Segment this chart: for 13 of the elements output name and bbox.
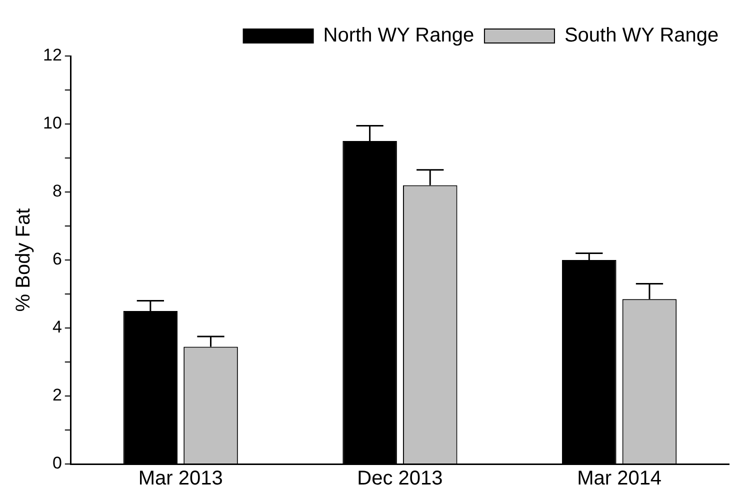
y-tick-label: 8 (52, 182, 62, 201)
y-tick-label: 10 (42, 114, 62, 133)
x-tick-label: Dec 2013 (357, 468, 443, 490)
y-tick-label: 6 (52, 250, 62, 269)
y-tick-label: 0 (52, 454, 62, 473)
y-tick-label: 12 (42, 46, 62, 65)
legend-label: South WY Range (564, 24, 719, 47)
x-tick-label: Mar 2014 (577, 468, 662, 490)
y-axis-title: % Body Fat (12, 208, 35, 312)
y-tick-label: 4 (52, 318, 62, 337)
legend-label: North WY Range (323, 24, 474, 47)
x-tick-label: Mar 2013 (138, 468, 223, 490)
y-tick-label: 2 (52, 386, 62, 405)
